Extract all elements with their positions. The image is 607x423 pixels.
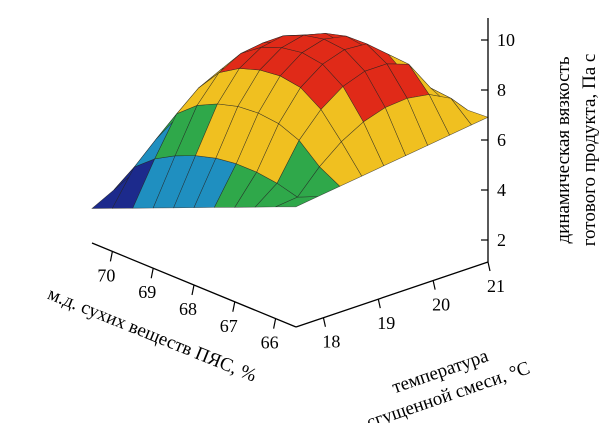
- x-tick-label: 18: [322, 332, 340, 352]
- z-tick-label: 6: [497, 130, 506, 150]
- y-tick-label: 67: [220, 316, 238, 336]
- y-tick-label: 68: [179, 299, 197, 319]
- y-tick-label: 69: [138, 282, 156, 302]
- x-tick-label: 21: [487, 276, 505, 296]
- y-tick: [109, 251, 113, 262]
- x-tick: [487, 261, 491, 272]
- x-tick-label: 19: [377, 313, 395, 333]
- z-axis-title: динамическая вязкость готового продукта,…: [553, 54, 600, 247]
- y-tick: [150, 268, 154, 279]
- x-tick: [432, 280, 436, 290]
- y-tick-label: 70: [97, 265, 115, 285]
- z-tick-label: 10: [497, 30, 515, 50]
- z-axis-title-line1: динамическая вязкость: [553, 56, 574, 243]
- y-tick-label: 66: [261, 333, 279, 353]
- x-axis-line: [295, 261, 489, 328]
- z-axis-title-line2: готового продукта, Па с: [579, 54, 600, 247]
- x-tick: [377, 299, 381, 309]
- z-tick-label: 4: [497, 180, 506, 200]
- y-tick: [191, 284, 195, 296]
- surface-cell: [450, 98, 489, 126]
- surface-mesh: [91, 33, 489, 209]
- z-tick-label: 2: [497, 230, 506, 250]
- x-tick: [322, 317, 327, 327]
- x-tick-label: 20: [432, 295, 450, 315]
- y-tick: [232, 301, 236, 312]
- z-tick-label: 8: [497, 80, 506, 100]
- y-tick: [273, 318, 277, 329]
- x-axis-title: температура сгущенной смеси, °С: [364, 345, 533, 423]
